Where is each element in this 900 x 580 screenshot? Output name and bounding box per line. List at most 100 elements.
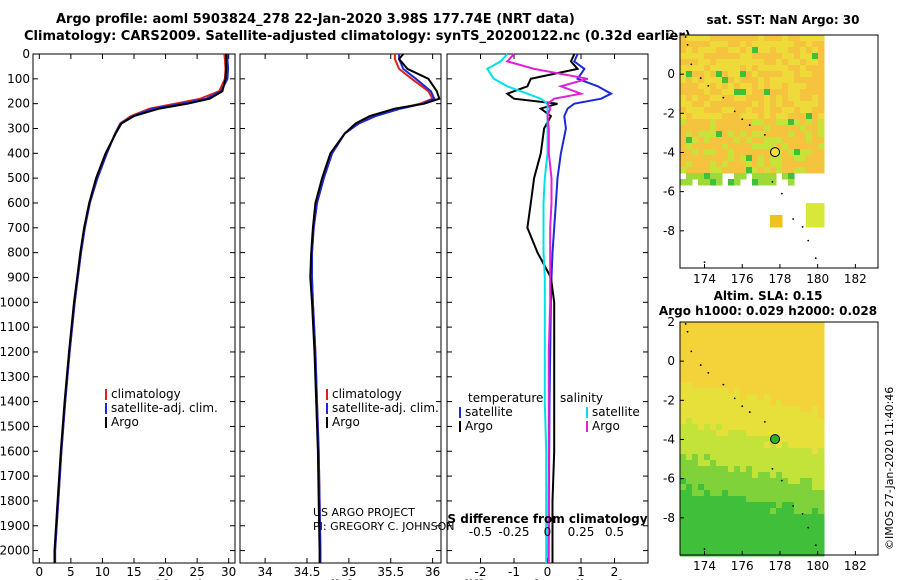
y-tick-label: -6 [663,185,675,199]
x-tick-label: 174 [693,272,716,286]
title-line-1: Argo profile: aoml 5903824_278 22-Jan-20… [56,12,575,27]
legend-label: climatology [332,387,402,401]
x-tick-label: 34.5 [294,565,321,579]
sst-map-panel: 174 176 178 180 182 2 0 -2 -4 -6 -8 sat. SST: NaN A… [663,13,879,286]
x-tick-label: 0 [35,565,43,579]
y-tick-label: -6 [663,472,675,486]
legend-label: climatology [111,387,181,401]
legend-label: Argo [332,415,360,429]
island-dot [741,405,744,408]
y-tick-label: 1700 [0,469,30,483]
island-dot [690,350,693,353]
island-dot [748,411,751,413]
island-dot [771,180,774,183]
y-tick-label: 800 [7,246,30,260]
island-dot [748,124,751,126]
sla-map-panel: 174 176 178 180 182 2 0 -2 -4 -6 -8 Altim. SLA: 0.1… [659,289,879,573]
x-tick-label: 20 [158,565,173,579]
y-tick-label: 1500 [0,419,30,433]
y-tick-label: -4 [663,432,675,446]
x-axis-label: temperature (deg C) [65,578,204,580]
x-tick-label: 2 [611,565,619,579]
legend-label: Argo [592,419,620,433]
island-dot [741,118,744,121]
x-axis-label: T difference from climatology [448,578,648,580]
s-tick-label: -0.25 [498,525,529,539]
map-title: sat. SST: NaN Argo: 30 [706,13,859,27]
x-tick-label: 182 [844,272,867,286]
island-dot [722,96,725,99]
legend-label: Argo [465,419,493,433]
island-dot [684,323,687,325]
x-tick-label: 36 [425,565,440,579]
island-dot [763,420,766,423]
y-tick-label: 400 [7,146,30,160]
y-tick-label: 1400 [0,395,30,409]
imos-stamp: ©IMOS 27-Jan-2020 11:40:46 [883,387,896,550]
project-credit: US ARGO PROJECT [313,506,415,519]
y-tick-label: 500 [7,171,30,185]
s-tick-label: 0 [544,525,552,539]
series-line-argo [309,53,441,563]
legend-label: satellite-adj. clim. [111,401,218,415]
island-dot [733,110,736,113]
x-tick-label: 176 [731,272,754,286]
y-tick-label: 600 [7,196,30,210]
island-dot [703,548,706,551]
series-line-argo [53,54,228,563]
map-subtitle: Argo h1000: 0.029 h2000: 0.028 [659,304,877,318]
x-tick-label: 178 [768,559,791,573]
map-title: Altim. SLA: 0.15 [714,289,823,303]
island-dot [690,63,693,66]
island-dot [771,467,774,470]
island-dot [780,192,783,195]
pi-credit: PI: GREGORY C. JOHNSON [313,520,454,533]
legend-label: satellite-adj. clim. [332,401,439,415]
y-tick-label: 1200 [0,345,30,359]
profile-location-marker [770,434,781,445]
island-dot [792,218,795,220]
plot-frame [32,53,236,564]
x-tick-label: 30 [221,565,236,579]
island-dot [792,505,795,507]
y-tick-label: -8 [663,224,675,238]
island-dot [707,85,710,87]
y-tick-label: 0 [22,47,30,61]
salinity-panel: 34 34.5 35 35.5 36 salinity climatologysatelli… [239,53,442,580]
x-tick-label: 0 [544,565,552,579]
y-tick-label: 2 [667,28,675,42]
x-tick-label: 174 [693,559,716,573]
map-cells [680,35,825,228]
profile-location-marker [770,147,781,158]
island-dot [763,133,766,136]
series-line-s-satellite [485,53,549,563]
legend-title-temperature: temperature [468,391,543,405]
legend-label: satellite [465,405,513,419]
island-dot [801,512,804,515]
y-tick-label: 200 [7,97,30,111]
y-tick-label: 2 [667,315,675,329]
island-dot [733,397,736,400]
s-tick-label: 0.5 [605,525,624,539]
x-tick-label: 10 [95,565,110,579]
island-dot [703,261,706,264]
legend-label: satellite [592,405,640,419]
x-tick-label: 5 [67,565,75,579]
x-tick-label: 176 [731,559,754,573]
y-tick-label: 2000 [0,544,30,558]
y-tick-label: 1100 [0,320,30,334]
y-tick-label: 100 [7,72,30,86]
series-line-t-argo [505,53,580,563]
x-axis-label: salinity [316,578,366,580]
y-tick-label: 900 [7,270,30,284]
island-dot [807,526,810,529]
island-dot [814,257,817,260]
s-axis-label: S difference from climatology [447,512,647,526]
island-dot [807,239,810,242]
legend-label: Argo [111,415,139,429]
map-cells [680,322,825,557]
x-tick-label: 15 [126,565,141,579]
y-tick-label: 1300 [0,370,30,384]
island-dot [780,479,783,482]
island-dot [814,544,817,547]
